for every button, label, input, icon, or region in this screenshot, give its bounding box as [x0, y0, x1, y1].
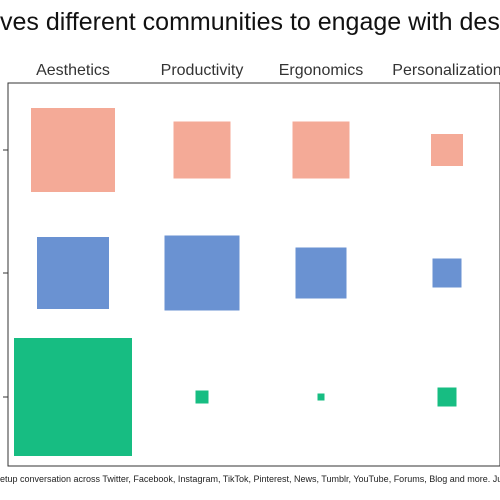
- cell-square-r3-ergonomics: [317, 393, 325, 401]
- column-label-productivity: Productivity: [161, 62, 244, 79]
- plot-frame: [7, 82, 500, 467]
- cell-square-r2-personalization: [432, 258, 462, 288]
- cell-square-r1-personalization: [431, 134, 463, 166]
- cell-square-r1-productivity: [173, 121, 231, 179]
- cell-square-r1-ergonomics: [292, 121, 350, 179]
- chart-title: ves different communities to engage with…: [0, 8, 500, 36]
- column-label-personalization: Personalization: [392, 62, 500, 79]
- cell-square-r3-productivity: [195, 390, 209, 404]
- cell-square-r3-aesthetics: [14, 338, 132, 456]
- source-footnote: etup conversation across Twitter, Facebo…: [0, 474, 500, 484]
- cell-square-r2-aesthetics: [37, 237, 109, 309]
- cell-square-r2-productivity: [164, 235, 240, 311]
- cell-square-r1-aesthetics: [31, 108, 115, 192]
- cell-square-r2-ergonomics: [295, 247, 347, 299]
- column-label-aesthetics: Aesthetics: [36, 62, 110, 79]
- cell-square-r3-personalization: [437, 387, 457, 407]
- column-label-ergonomics: Ergonomics: [279, 62, 363, 79]
